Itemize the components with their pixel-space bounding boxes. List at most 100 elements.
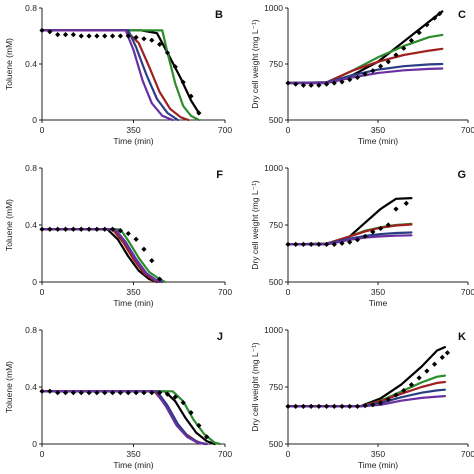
observed-point: [439, 354, 445, 360]
observed-point: [285, 403, 291, 409]
x-tick-label: 700: [218, 125, 232, 135]
observed-point: [354, 237, 361, 243]
observed-point: [370, 402, 376, 408]
series-line: [40, 29, 200, 122]
observed-point: [385, 396, 391, 403]
observed-point: [133, 236, 139, 242]
observed-point: [133, 34, 139, 40]
observed-point: [424, 22, 430, 28]
observed-point: [424, 368, 430, 374]
observed-point: [125, 390, 131, 396]
observed-point: [196, 110, 202, 116]
observed-point: [180, 79, 186, 85]
observed-point: [133, 390, 139, 396]
observed-point: [323, 81, 330, 87]
observed-point: [62, 32, 69, 38]
y-tick-label: 500: [269, 277, 283, 287]
x-tick-label: 700: [461, 125, 474, 135]
observed-point: [117, 228, 124, 234]
observed-point: [444, 350, 451, 356]
observed-point: [47, 29, 53, 35]
observed-point: [377, 400, 384, 406]
observed-point: [331, 403, 337, 409]
observed-point: [408, 382, 415, 388]
observed-point: [94, 226, 100, 232]
x-axis-label: Time (min): [113, 460, 153, 470]
y-tick-label: 0.4: [25, 59, 37, 69]
series-line: [40, 228, 159, 284]
y-axis-label: Dry cell weight (mg L⁻¹): [250, 342, 260, 432]
observed-point: [188, 410, 194, 416]
observed-point: [339, 403, 345, 409]
y-tick-label: 0: [32, 277, 37, 287]
observed-point: [78, 33, 84, 39]
observed-point: [149, 258, 155, 264]
y-axis-label: Toluene (mM): [4, 199, 14, 251]
observed-point: [393, 206, 399, 212]
observed-point: [385, 59, 391, 65]
observed-point: [164, 391, 171, 397]
y-tick-label: 1000: [264, 3, 283, 13]
y-tick-label: 1000: [264, 325, 283, 335]
series-line: [40, 29, 174, 122]
observed-point: [47, 388, 53, 394]
observed-point: [62, 390, 69, 396]
observed-point: [157, 41, 163, 47]
y-tick-label: 0.8: [25, 325, 37, 335]
x-tick-label: 350: [371, 287, 385, 297]
observed-point: [401, 45, 407, 51]
x-axis-label: Time (min): [113, 136, 153, 146]
y-tick-label: 0: [32, 115, 37, 125]
y-tick-label: 0.8: [25, 163, 37, 173]
y-tick-label: 500: [269, 115, 283, 125]
observed-point: [308, 241, 314, 247]
observed-point: [141, 36, 147, 42]
observed-point: [196, 422, 202, 429]
observed-point: [39, 388, 45, 394]
observed-point: [385, 222, 391, 228]
observed-point: [316, 241, 322, 247]
observed-point: [285, 80, 291, 86]
observed-point: [300, 241, 307, 247]
observed-point: [300, 82, 307, 88]
observed-point: [86, 390, 92, 396]
panel-label: G: [457, 169, 466, 181]
panel-G: 500 750 1000 0 350 700 Time Dry cell weight (mg…: [250, 163, 474, 308]
series-line: [40, 29, 179, 122]
observed-point: [403, 200, 409, 206]
observed-point: [293, 81, 299, 87]
y-tick-label: 0.4: [25, 382, 37, 392]
observed-point: [70, 32, 76, 38]
observed-point: [339, 79, 345, 85]
observed-point: [354, 403, 361, 409]
observed-point: [362, 71, 368, 77]
x-tick-label: 350: [126, 449, 140, 459]
observed-point: [339, 240, 345, 246]
observed-point: [102, 390, 108, 396]
observed-point: [39, 226, 45, 232]
observed-point: [109, 226, 116, 232]
x-tick-label: 0: [286, 125, 291, 135]
observed-point: [39, 27, 45, 33]
y-tick-label: 750: [269, 220, 283, 230]
observed-point: [401, 387, 407, 394]
x-tick-label: 0: [40, 125, 45, 135]
panel-K: 500 750 1000 0 350 700 Time (min) Dry cell weig…: [250, 325, 474, 470]
observed-point: [362, 233, 368, 239]
panel-J: 0 0.4 0.8 0 350 700 Time (min) Toluene (mM) J: [4, 325, 232, 470]
observed-point: [78, 226, 84, 232]
observed-point: [141, 246, 147, 252]
x-tick-label: 700: [218, 287, 232, 297]
observed-point: [55, 226, 61, 232]
y-tick-label: 750: [269, 382, 283, 392]
observed-point: [362, 403, 368, 409]
observed-point: [370, 229, 376, 235]
observed-point: [117, 33, 124, 39]
observed-point: [316, 82, 322, 88]
y-tick-label: 750: [269, 59, 283, 69]
observed-point: [180, 400, 186, 406]
observed-point: [125, 33, 131, 39]
series-line: [286, 374, 446, 408]
x-tick-label: 0: [286, 287, 291, 297]
x-tick-label: 700: [461, 449, 474, 459]
